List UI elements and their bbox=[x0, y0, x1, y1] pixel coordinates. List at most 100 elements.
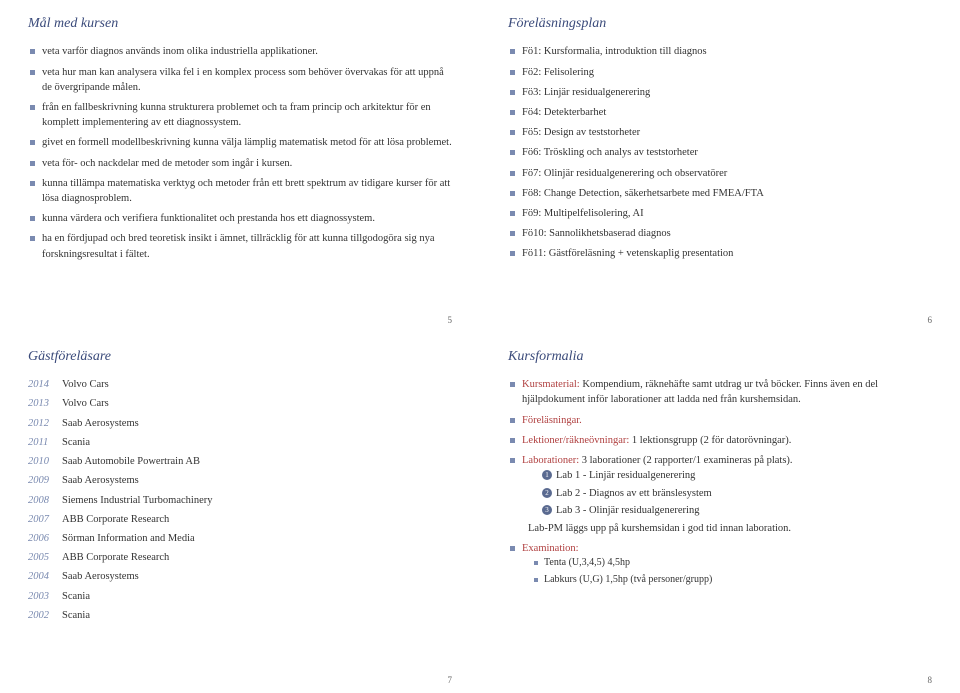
lektioner-label: Lektioner/räkneövningar: bbox=[522, 435, 629, 446]
lab-item: 2 Lab 2 - Diagnos av ett bränslesystem bbox=[522, 486, 932, 501]
gast-year: 2006 bbox=[28, 531, 56, 546]
list-item: från en fallbeskrivning kunna strukturer… bbox=[28, 100, 452, 130]
list-item: Fö6: Tröskling och analys av teststorhet… bbox=[508, 145, 932, 160]
list-item: Fö3: Linjär residualgenerering bbox=[508, 85, 932, 100]
list-item: Fö11: Gästföreläsning + vetenskaplig pre… bbox=[508, 246, 932, 261]
slide-plan: Föreläsningsplan Fö1: Kursformalia, intr… bbox=[480, 0, 960, 333]
num-badge-icon: 1 bbox=[542, 470, 552, 480]
list-item: Laborationer: 3 laborationer (2 rapporte… bbox=[508, 453, 932, 536]
gast-who: Volvo Cars bbox=[62, 377, 109, 392]
formalia-list: Kursmaterial: Kompendium, räknehäfte sam… bbox=[508, 377, 932, 587]
gast-who: Sörman Information and Media bbox=[62, 531, 195, 546]
gast-year: 2008 bbox=[28, 493, 56, 508]
gast-row: 2008 Siemens Industrial Turbomachinery bbox=[28, 493, 452, 508]
gast-row: 2012 Saab Aerosystems bbox=[28, 416, 452, 431]
gast-year: 2004 bbox=[28, 569, 56, 584]
list-item: givet en formell modellbeskrivning kunna… bbox=[28, 135, 452, 150]
gast-who: Scania bbox=[62, 435, 90, 450]
list-item: Fö5: Design av teststorheter bbox=[508, 125, 932, 140]
gast-who: Volvo Cars bbox=[62, 396, 109, 411]
lab-text: Lab 1 - Linjär residualgenerering bbox=[556, 470, 695, 481]
gast-who: Saab Aerosystems bbox=[62, 569, 139, 584]
list-item: ha en fördjupad och bred teoretisk insik… bbox=[28, 231, 452, 261]
labpm-text: Lab-PM läggs upp på kurshemsidan i god t… bbox=[522, 521, 932, 536]
gast-row: 2007 ABB Corporate Research bbox=[28, 512, 452, 527]
list-item: Föreläsningar. bbox=[508, 413, 932, 428]
list-item: Fö8: Change Detection, säkerhetsarbete m… bbox=[508, 186, 932, 201]
gast-who: Scania bbox=[62, 589, 90, 604]
gast-who: ABB Corporate Research bbox=[62, 512, 169, 527]
gast-row: 2011 Scania bbox=[28, 435, 452, 450]
gast-row: 2009 Saab Aerosystems bbox=[28, 473, 452, 488]
gast-row: 2013 Volvo Cars bbox=[28, 396, 452, 411]
gast-year: 2003 bbox=[28, 589, 56, 604]
gast-who: Saab Aerosystems bbox=[62, 473, 139, 488]
gast-year: 2002 bbox=[28, 608, 56, 623]
gast-row: 2002 Scania bbox=[28, 608, 452, 623]
num-badge-icon: 3 bbox=[542, 505, 552, 515]
gast-who: Siemens Industrial Turbomachinery bbox=[62, 493, 213, 508]
list-item: kunna värdera och verifiera funktionalit… bbox=[28, 211, 452, 226]
list-item: Fö4: Detekterbarhet bbox=[508, 105, 932, 120]
list-item: Fö1: Kursformalia, introduktion till dia… bbox=[508, 44, 932, 59]
laborationer-label: Laborationer: bbox=[522, 455, 579, 466]
material-label: Kursmaterial: bbox=[522, 379, 580, 390]
slide-title: Gästföreläsare bbox=[28, 347, 452, 367]
page-number: 7 bbox=[448, 674, 453, 687]
gast-row: 2003 Scania bbox=[28, 589, 452, 604]
list-item: Fö2: Felisolering bbox=[508, 65, 932, 80]
gast-list: 2014 Volvo Cars 2013 Volvo Cars 2012 Saab A… bbox=[28, 377, 452, 623]
gast-row: 2010 Saab Automobile Powertrain AB bbox=[28, 454, 452, 469]
gast-who: Saab Automobile Powertrain AB bbox=[62, 454, 200, 469]
page-number: 5 bbox=[448, 314, 453, 327]
gast-year: 2013 bbox=[28, 396, 56, 411]
lab-item: 1 Lab 1 - Linjär residualgenerering bbox=[522, 468, 932, 483]
exam-item: Tenta (U,3,4,5) 4,5hp bbox=[522, 556, 932, 571]
slide-title: Föreläsningsplan bbox=[508, 14, 932, 34]
slide-gast: Gästföreläsare 2014 Volvo Cars 2013 Volvo … bbox=[0, 333, 480, 693]
list-item: Fö9: Multipelfelisolering, AI bbox=[508, 206, 932, 221]
labs-list: 1 Lab 1 - Linjär residualgenerering 2 Lab … bbox=[522, 468, 932, 518]
slide-title: Mål med kursen bbox=[28, 14, 452, 34]
gast-year: 2005 bbox=[28, 550, 56, 565]
gast-row: 2004 Saab Aerosystems bbox=[28, 569, 452, 584]
slide-title: Kursformalia bbox=[508, 347, 932, 367]
list-item: Kursmaterial: Kompendium, räknehäfte sam… bbox=[508, 377, 932, 407]
page-number: 6 bbox=[928, 314, 933, 327]
list-item: Fö7: Olinjär residualgenerering och obse… bbox=[508, 166, 932, 181]
gast-row: 2006 Sörman Information and Media bbox=[28, 531, 452, 546]
gast-year: 2007 bbox=[28, 512, 56, 527]
lab-item: 3 Lab 3 - Olinjär residualgenerering bbox=[522, 503, 932, 518]
gast-year: 2011 bbox=[28, 435, 56, 450]
exam-list: Tenta (U,3,4,5) 4,5hp Labkurs (U,G) 1,5h… bbox=[522, 556, 932, 587]
gast-row: 2014 Volvo Cars bbox=[28, 377, 452, 392]
list-item: kunna tillämpa matematiska verktyg och m… bbox=[28, 176, 452, 206]
lab-text: Lab 3 - Olinjär residualgenerering bbox=[556, 505, 699, 516]
gast-year: 2012 bbox=[28, 416, 56, 431]
gast-row: 2005 ABB Corporate Research bbox=[28, 550, 452, 565]
slide-mal: Mål med kursen veta varför diagnos använ… bbox=[0, 0, 480, 333]
plan-list: Fö1: Kursformalia, introduktion till dia… bbox=[508, 44, 932, 261]
gast-year: 2009 bbox=[28, 473, 56, 488]
gast-who: Scania bbox=[62, 608, 90, 623]
forelasningar-label: Föreläsningar. bbox=[522, 415, 582, 426]
gast-year: 2014 bbox=[28, 377, 56, 392]
mal-list: veta varför diagnos används inom olika i… bbox=[28, 44, 452, 262]
list-item: veta för- och nackdelar med de metoder s… bbox=[28, 156, 452, 171]
list-item: veta hur man kan analysera vilka fel i e… bbox=[28, 65, 452, 95]
lab-text: Lab 2 - Diagnos av ett bränslesystem bbox=[556, 488, 712, 499]
num-badge-icon: 2 bbox=[542, 488, 552, 498]
list-item: Lektioner/räkneövningar: 1 lektionsgrupp… bbox=[508, 433, 932, 448]
gast-who: ABB Corporate Research bbox=[62, 550, 169, 565]
gast-year: 2010 bbox=[28, 454, 56, 469]
page-number: 8 bbox=[928, 674, 933, 687]
laborationer-text: 3 laborationer (2 rapporter/1 examineras… bbox=[579, 455, 792, 466]
exam-item: Labkurs (U,G) 1,5hp (två personer/grupp) bbox=[522, 573, 932, 588]
gast-who: Saab Aerosystems bbox=[62, 416, 139, 431]
list-item: veta varför diagnos används inom olika i… bbox=[28, 44, 452, 59]
lektioner-text: 1 lektionsgrupp (2 för datorövningar). bbox=[629, 435, 791, 446]
slide-formalia: Kursformalia Kursmaterial: Kompendium, r… bbox=[480, 333, 960, 693]
list-item: Examination: Tenta (U,3,4,5) 4,5hp Labku… bbox=[508, 541, 932, 587]
examination-label: Examination: bbox=[522, 543, 579, 554]
list-item: Fö10: Sannolikhetsbaserad diagnos bbox=[508, 226, 932, 241]
